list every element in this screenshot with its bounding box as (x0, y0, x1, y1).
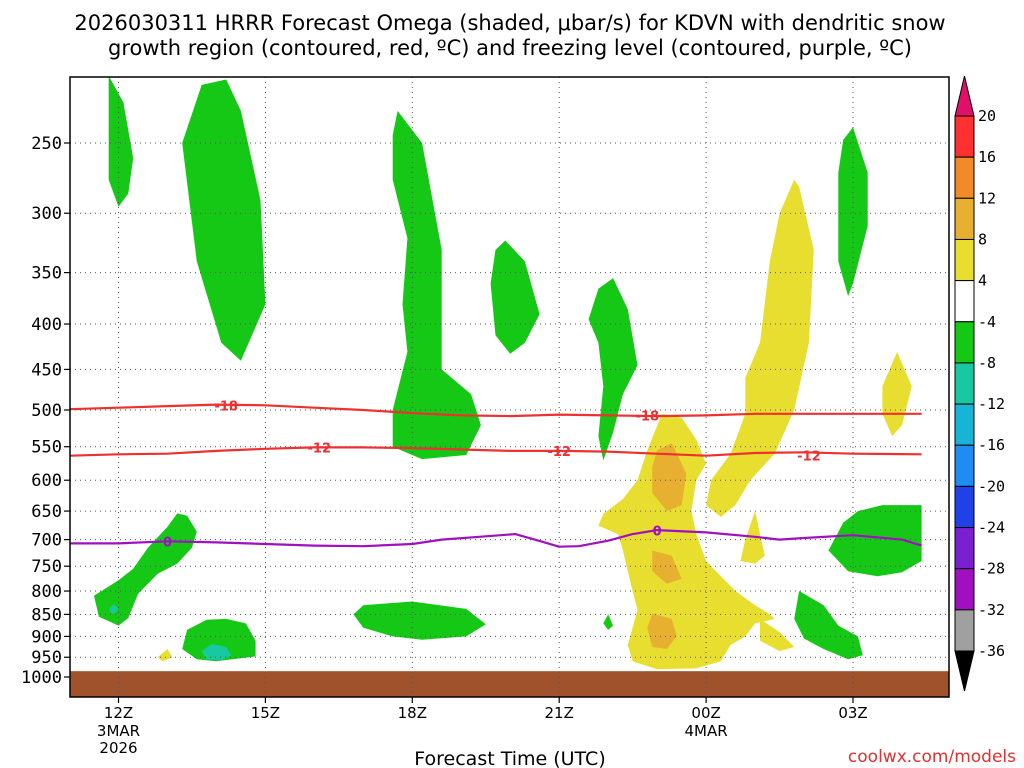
omega-region-15 (706, 179, 814, 517)
colorbar-swatch-2 (954, 156, 975, 199)
colorbar-swatch-1 (954, 115, 975, 158)
omega-region-0 (108, 77, 134, 207)
x-tick-sublabel-12Z-1: 2026 (99, 739, 137, 757)
colorbar-label-12: 12 (978, 189, 996, 207)
colorbar-swatch-10 (954, 485, 975, 529)
x-tick-label-21Z: 21Z (545, 704, 574, 722)
omega-region-9 (182, 618, 256, 662)
omega-region-16 (882, 351, 912, 437)
y-tick-label-800: 800 (31, 582, 62, 602)
omega-region-12 (108, 604, 119, 615)
colorbar-label--12: -12 (978, 395, 1005, 413)
omega-region-21 (652, 550, 682, 584)
colorbar-label--4: -4 (978, 313, 996, 331)
colorbar-label--8: -8 (978, 354, 996, 372)
omega-region-3 (490, 240, 540, 354)
omega-region-22 (647, 613, 677, 649)
colorbar-swatch-7 (954, 362, 975, 405)
x-tick-label-00Z: 00Z (691, 704, 720, 722)
colorbar-top-arrow (954, 75, 975, 117)
contour-label-temp-18c-1: -18 (636, 409, 660, 424)
colorbar-swatch-5 (954, 280, 975, 323)
x-tick-sublabel-00Z-0: 4MAR (685, 722, 728, 740)
colorbar-label--20: -20 (978, 477, 1005, 495)
contour-label-temp-18c-0: -18 (214, 399, 238, 414)
y-tick-label-900: 900 (31, 627, 62, 647)
omega-region-18 (760, 618, 795, 652)
y-tick-label-300: 300 (31, 204, 62, 224)
contour-lines: -18 -18 -12 -12 -12 0 0 (70, 399, 922, 550)
colorbar-label--36: -36 (978, 642, 1005, 660)
colorbar-swatch-13 (954, 609, 975, 652)
contour-temp-18c (70, 403, 922, 418)
omega-region-8 (353, 601, 486, 640)
y-tick-label-250: 250 (31, 134, 62, 154)
y-tick-label-550: 550 (31, 438, 62, 458)
colorbar-swatch-9 (954, 444, 975, 487)
colorbar-label-4: 4 (978, 272, 987, 290)
omega-region-10 (794, 591, 863, 660)
x-tick-label-18Z: 18Z (398, 704, 427, 722)
colorbar-swatch-4 (954, 238, 975, 282)
site-credit: coolwx.com/models (848, 747, 1016, 767)
colorbar-label-8: 8 (978, 230, 987, 248)
omega-region-20 (652, 443, 687, 512)
colorbar-label-16: 16 (978, 148, 996, 166)
ground-surface (70, 671, 949, 697)
omega-region-7 (828, 505, 922, 577)
y-tick-label-500: 500 (31, 401, 62, 421)
y-tick-label-450: 450 (31, 360, 62, 380)
axes: 2503003504004505005506006507007508008509… (21, 76, 950, 757)
omega-region-19 (157, 649, 173, 662)
contour-freezing-level (70, 529, 922, 548)
y-tick-label-650: 650 (31, 502, 62, 522)
colorbar-label--16: -16 (978, 436, 1005, 454)
contour-label-temp-12c-1: -12 (547, 445, 571, 460)
colorbar-swatch-6 (954, 321, 975, 364)
x-tick-sublabel-12Z-0: 3MAR (97, 722, 140, 740)
colorbar: 20 16 12 8 4 -4 -8 -12 -16 -20 -24 -28 -32 -36 (954, 75, 1005, 692)
plot-area (70, 77, 949, 697)
colorbar-label--32: -32 (978, 601, 1005, 619)
x-tick-label-15Z: 15Z (251, 704, 280, 722)
colorbar-bottom-arrow (954, 650, 975, 692)
x-tick-label-03Z: 03Z (838, 704, 867, 722)
x-tick-label-12Z: 12Z (104, 704, 133, 722)
contour-label-temp-12c-0: -12 (308, 441, 332, 456)
colorbar-label--24: -24 (978, 519, 1005, 537)
y-tick-label-950: 950 (31, 648, 62, 668)
contour-label-freezing-level-0: 0 (163, 535, 172, 550)
chart-title-line-2: growth region (contoured, red, ºC) and f… (108, 36, 912, 60)
colorbar-swatch-12 (954, 568, 975, 611)
colorbar-swatch-8 (954, 403, 975, 446)
y-tick-label-400: 400 (31, 315, 62, 335)
omega-shading (70, 77, 949, 697)
omega-region-11 (603, 614, 614, 630)
omega-region-5 (838, 127, 868, 297)
y-tick-label-750: 750 (31, 557, 62, 577)
y-tick-label-700: 700 (31, 531, 62, 551)
plot-frame (69, 76, 950, 698)
contour-label-temp-12c-2: -12 (797, 450, 821, 465)
y-tick-label-350: 350 (31, 264, 62, 284)
omega-region-1 (182, 79, 266, 361)
x-axis-label: Forecast Time (UTC) (414, 748, 605, 768)
y-tick-label-600: 600 (31, 471, 62, 491)
colorbar-label-20: 20 (978, 107, 996, 125)
colorbar-swatch-11 (954, 527, 975, 570)
y-tick-label-1000: 1000 (21, 668, 62, 688)
contour-label-freezing-level-1: 0 (653, 525, 662, 540)
grid-lines (70, 77, 949, 697)
chart-title-line-1: 2026030311 HRRR Forecast Omega (shaded, … (74, 11, 945, 35)
contour-temp-12c (70, 446, 922, 457)
omega-region-2 (392, 110, 481, 460)
colorbar-label--28: -28 (978, 560, 1005, 578)
y-tick-label-850: 850 (31, 605, 62, 625)
omega-region-14 (598, 413, 775, 670)
colorbar-swatch-3 (954, 197, 975, 240)
omega-region-13 (201, 644, 232, 661)
